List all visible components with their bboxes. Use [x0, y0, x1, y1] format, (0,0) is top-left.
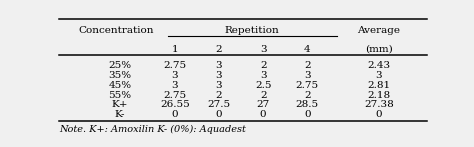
Text: 3: 3: [172, 81, 178, 90]
Text: 2.18: 2.18: [367, 91, 391, 100]
Text: K+: K+: [111, 101, 128, 110]
Text: 35%: 35%: [108, 71, 131, 80]
Text: 0: 0: [375, 110, 382, 120]
Text: 3: 3: [260, 71, 266, 80]
Text: 2: 2: [216, 91, 222, 100]
Text: 3: 3: [172, 71, 178, 80]
Text: K-: K-: [115, 110, 125, 120]
Text: 26.55: 26.55: [160, 101, 190, 110]
Text: 0: 0: [304, 110, 310, 120]
Text: 2: 2: [304, 61, 310, 70]
Text: 1: 1: [172, 45, 178, 54]
Text: 2: 2: [260, 91, 266, 100]
Text: 3: 3: [260, 45, 266, 54]
Text: 27.38: 27.38: [364, 101, 394, 110]
Text: 3: 3: [216, 71, 222, 80]
Text: Average: Average: [357, 26, 401, 35]
Text: 3: 3: [216, 61, 222, 70]
Text: 2.75: 2.75: [164, 61, 187, 70]
Text: 2.75: 2.75: [164, 91, 187, 100]
Text: 55%: 55%: [108, 91, 131, 100]
Text: 2: 2: [260, 61, 266, 70]
Text: 2.81: 2.81: [367, 81, 391, 90]
Text: 28.5: 28.5: [296, 101, 319, 110]
Text: (mm): (mm): [365, 45, 393, 54]
Text: 2.5: 2.5: [255, 81, 272, 90]
Text: 2.43: 2.43: [367, 61, 391, 70]
Text: 45%: 45%: [108, 81, 131, 90]
Text: 3: 3: [216, 81, 222, 90]
Text: 0: 0: [172, 110, 178, 120]
Text: 27: 27: [256, 101, 270, 110]
Text: 25%: 25%: [108, 61, 131, 70]
Text: 4: 4: [304, 45, 310, 54]
Text: Note. K+: Amoxilin K- (0%): Aquadest: Note. K+: Amoxilin K- (0%): Aquadest: [59, 125, 246, 134]
Text: 3: 3: [375, 71, 382, 80]
Text: 0: 0: [260, 110, 266, 120]
Text: 2: 2: [216, 45, 222, 54]
Text: 2: 2: [304, 91, 310, 100]
Text: 0: 0: [216, 110, 222, 120]
Text: 3: 3: [304, 71, 310, 80]
Text: Concentration: Concentration: [78, 26, 154, 35]
Text: 27.5: 27.5: [208, 101, 231, 110]
Text: Repetition: Repetition: [225, 26, 280, 35]
Text: 2.75: 2.75: [296, 81, 319, 90]
